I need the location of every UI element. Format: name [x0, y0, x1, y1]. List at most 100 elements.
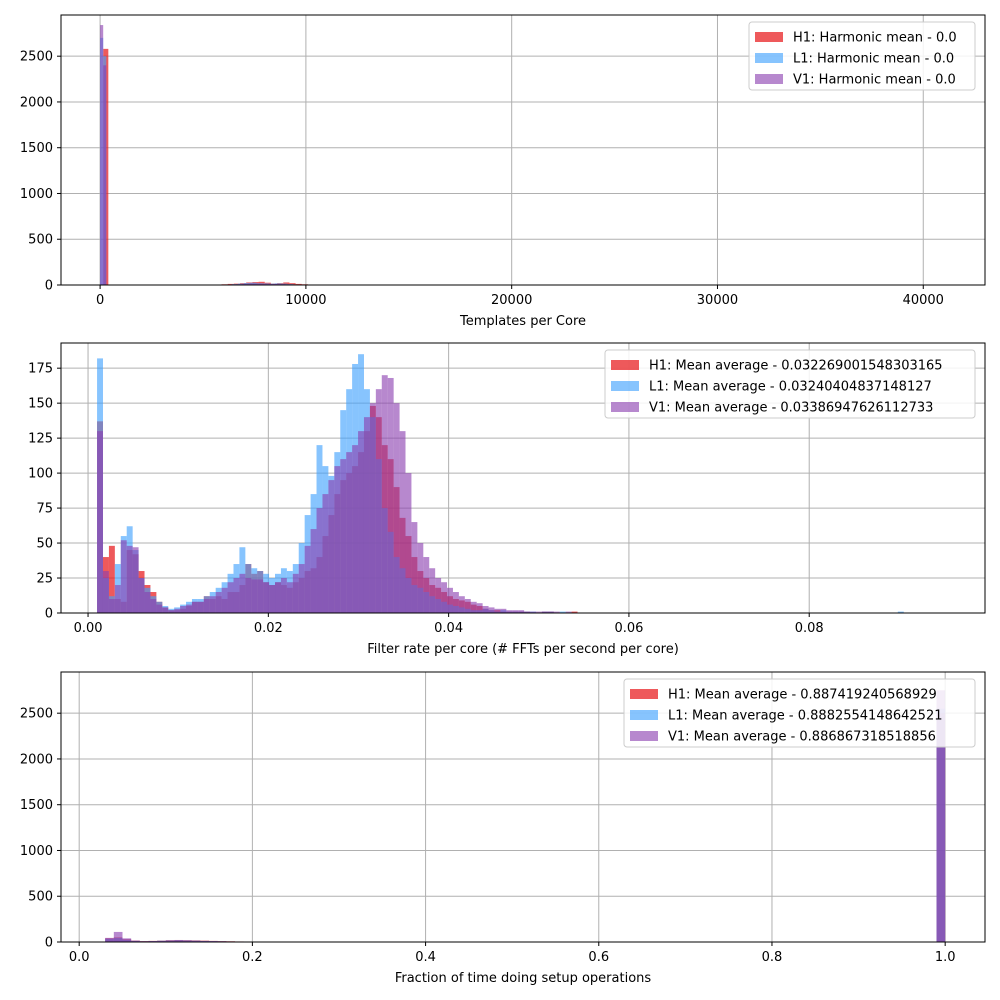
- histogram-bar: [530, 611, 536, 613]
- histogram-bar: [191, 940, 201, 942]
- histogram-bar: [239, 573, 246, 613]
- legend-box: [748, 21, 976, 91]
- legend-label: L1: Mean average - 0.03240404837148127: [649, 380, 932, 395]
- histogram-bar: [165, 940, 175, 942]
- y-tick-label: 100: [28, 467, 53, 482]
- histogram-bar: [571, 611, 578, 613]
- histogram-bar: [168, 610, 175, 613]
- histogram-bar: [263, 582, 270, 613]
- histogram-bar: [322, 494, 329, 613]
- histogram-bar: [174, 940, 184, 942]
- histogram-bar: [245, 578, 252, 613]
- x-axis-label: Fraction of time doing setup operations: [395, 971, 652, 986]
- x-tick-label: 0.6: [588, 950, 609, 965]
- histogram-bar: [375, 389, 382, 613]
- histogram-bar: [150, 599, 157, 613]
- axes-frame: [60, 671, 986, 943]
- histogram-bar: [120, 540, 127, 613]
- histogram-bar: [269, 585, 276, 613]
- histogram-bar: [340, 459, 347, 613]
- histogram-bar: [494, 608, 501, 613]
- histogram-bar: [512, 610, 519, 613]
- series-L1: [100, 37, 306, 286]
- histogram-bar: [260, 283, 267, 285]
- histogram-bar: [565, 611, 572, 613]
- histogram-bar: [399, 431, 406, 613]
- histogram-bar: [233, 578, 240, 613]
- histogram-bar: [108, 545, 115, 613]
- y-tick-label: 175: [28, 362, 53, 377]
- y-tick-label: 2500: [20, 50, 53, 65]
- chart-panel-3: 0.0 0.2 0.4 0.6 0.8 1.0 0 500 1000 1500 2000 2500 Fr…: [20, 671, 986, 986]
- histogram-bar: [458, 596, 465, 613]
- legend-box: [604, 349, 976, 419]
- y-tick-label: 0: [45, 936, 53, 951]
- series-H1: [105, 713, 946, 942]
- histogram-bar: [254, 283, 261, 285]
- histogram-bar: [393, 403, 400, 613]
- legend-box: [623, 678, 976, 748]
- series-V1: [100, 25, 298, 285]
- x-tick-label: 0.08: [795, 621, 824, 636]
- x-tick-label: 0.06: [614, 621, 643, 636]
- histogram-bar: [162, 607, 169, 613]
- histogram-bar: [298, 564, 305, 613]
- y-tick-label: 1500: [20, 141, 53, 156]
- x-axis-label: Templates per Core: [459, 314, 586, 329]
- histogram-bar: [275, 582, 281, 613]
- histogram-bar: [108, 599, 115, 613]
- axes-frame: [60, 342, 986, 614]
- histogram-bar: [103, 65, 107, 285]
- histogram-bar: [316, 508, 323, 613]
- histogram-bar: [105, 937, 114, 942]
- histogram-bar: [138, 578, 145, 613]
- histogram-bar: [157, 940, 166, 942]
- histogram-bar: [251, 579, 258, 613]
- histogram-bar: [429, 568, 436, 613]
- histogram-bar: [203, 599, 210, 613]
- histogram-bar: [417, 543, 424, 613]
- y-tick-label: 500: [28, 890, 53, 905]
- legend-swatch: [611, 360, 639, 370]
- x-tick-label: 30000: [697, 293, 738, 308]
- histogram-bar: [346, 452, 353, 613]
- histogram-bar: [328, 480, 335, 613]
- histogram-bar: [131, 940, 140, 942]
- legend-swatch: [755, 53, 783, 63]
- legend-label: H1: Harmonic mean - 0.0: [793, 31, 957, 46]
- histogram-bar: [435, 578, 442, 613]
- x-axis-label: Filter rate per core (# FFTs per second …: [367, 642, 679, 657]
- histogram-bar: [242, 283, 249, 285]
- legend-label: L1: Mean average - 0.8882554148642521: [668, 709, 943, 724]
- histogram-bar: [500, 608, 507, 613]
- x-tick-label: 0.2: [242, 950, 263, 965]
- histogram-bar: [423, 557, 430, 613]
- histogram-bar: [183, 940, 192, 942]
- histogram-bar: [518, 610, 525, 613]
- axes-frame: [60, 14, 986, 286]
- histogram-bar: [102, 571, 109, 613]
- histogram-bar: [197, 601, 204, 613]
- histogram-bar: [156, 604, 163, 613]
- histogram-bar: [126, 545, 133, 613]
- y-tick-label: 50: [36, 537, 53, 552]
- histogram-bar: [310, 529, 317, 613]
- series-H1: [103, 48, 315, 285]
- histogram-bar: [186, 604, 192, 613]
- histogram-bar: [209, 596, 216, 613]
- x-tick-label: 0.4: [415, 950, 436, 965]
- histogram-bar: [897, 611, 904, 613]
- histogram-bar: [180, 606, 187, 613]
- histogram-bar: [248, 283, 255, 285]
- y-tick-label: 0: [45, 279, 53, 294]
- y-tick-label: 1500: [20, 798, 53, 813]
- histogram-bar: [174, 608, 181, 613]
- histogram-bar: [132, 547, 139, 613]
- legend: H1: Harmonic mean - 0.0 L1: Harmonic mean…: [748, 21, 976, 91]
- histogram-bar: [541, 611, 548, 613]
- y-tick-label: 2000: [20, 752, 53, 767]
- legend-swatch: [630, 689, 658, 699]
- histogram-bar: [553, 611, 560, 613]
- legend-label: L1: Harmonic mean - 0.0: [793, 52, 954, 67]
